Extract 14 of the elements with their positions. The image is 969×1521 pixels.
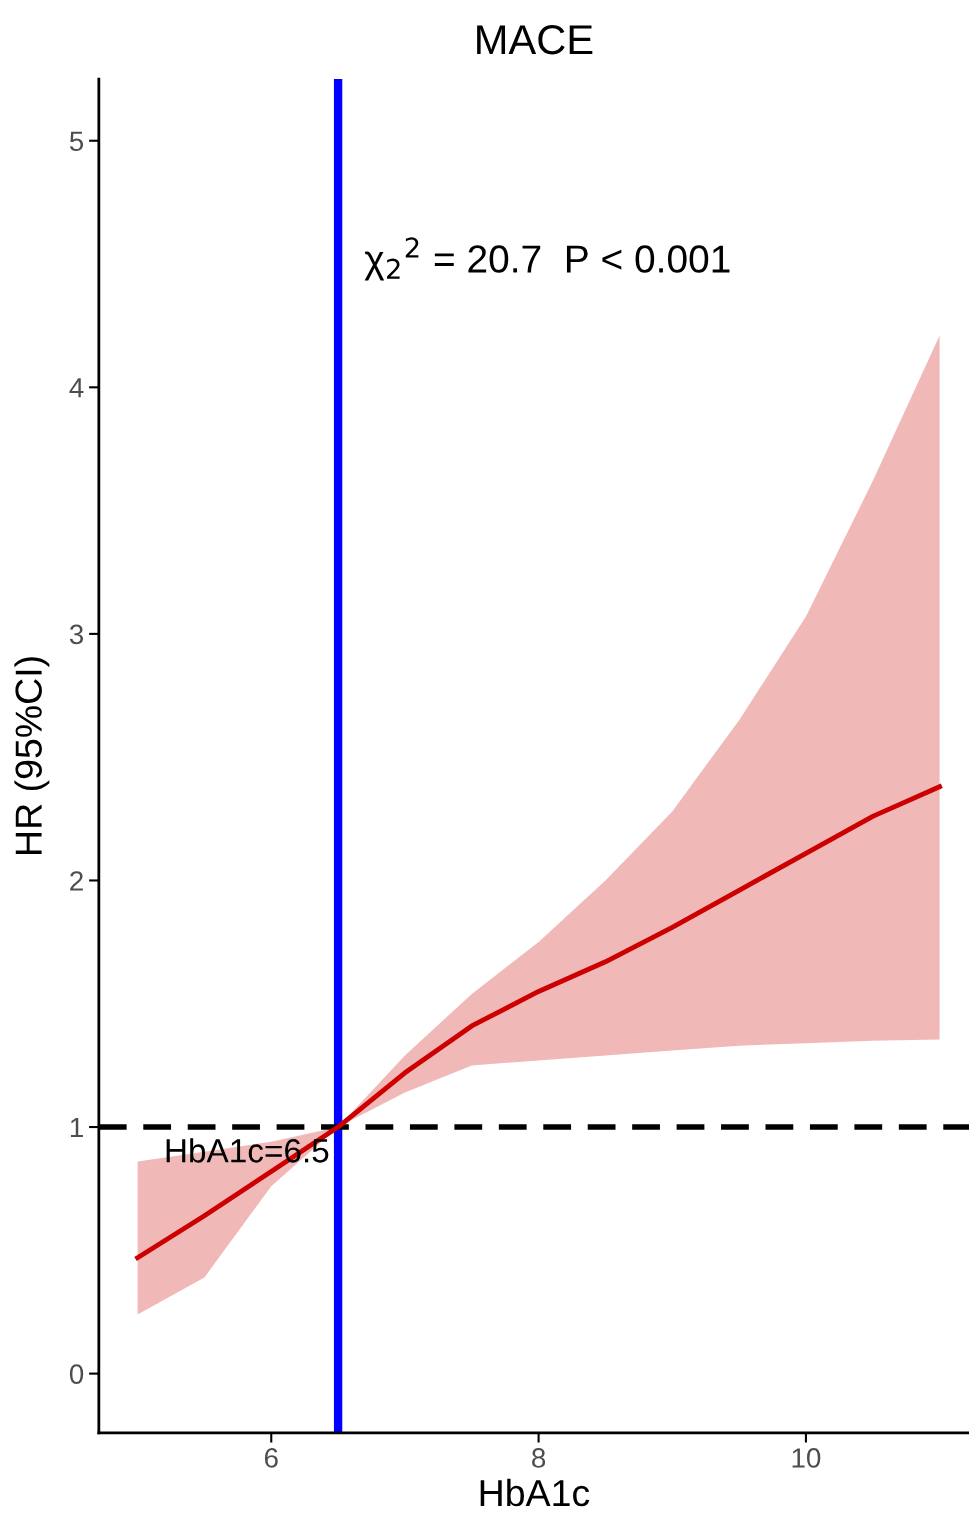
y-tick-label: 3 — [69, 624, 84, 645]
x-tick-label: 8 — [532, 1448, 546, 1468]
y-tick-label: 4 — [69, 378, 84, 398]
y-tick-label: 5 — [69, 131, 84, 152]
line-series — [135, 784, 943, 1261]
y-tick-label: 0 — [69, 1364, 84, 1384]
x-axis-title: HbA1c — [480, 1478, 590, 1507]
chart-title: MACE — [477, 25, 593, 55]
y-axis-title: HR (95%CI) — [14, 657, 50, 854]
x-tick-label: 10 — [792, 1448, 821, 1468]
y-tick-label: 1 — [70, 1117, 83, 1138]
y-tick-label: 2 — [70, 871, 83, 891]
x-tick-label: 6 — [264, 1448, 278, 1468]
annotation: χ$_{2}$$^{2}$ = 20.7 P < 0.001 — [364, 237, 730, 281]
